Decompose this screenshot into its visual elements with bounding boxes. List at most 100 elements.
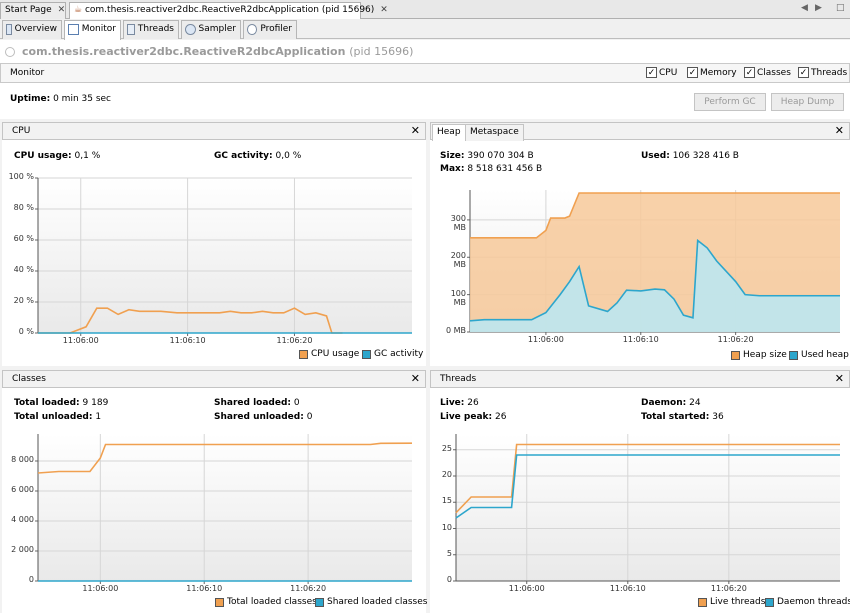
y-tick-label: 0: [28, 575, 34, 584]
monitor-label: Monitor: [10, 68, 45, 78]
daemon-threads-stat: Daemon: 24: [641, 398, 701, 408]
cpu-panel-header: CPU ✕: [2, 122, 426, 140]
legend-label: Daemon threads: [777, 597, 850, 607]
x-tick-label: 11:06:20: [717, 335, 754, 344]
x-tick-label: 11:06:00: [508, 584, 545, 593]
stat-value: 0: [293, 398, 300, 408]
cpu-usage-stat: CPU usage: 0,1 %: [14, 151, 100, 161]
y-tick-label: 8 000: [11, 455, 34, 464]
stat-label: Live peak:: [440, 412, 493, 422]
close-icon[interactable]: ✕: [410, 372, 420, 385]
y-tick-label: 0: [446, 575, 452, 584]
application-pid: (pid 15696): [349, 45, 414, 58]
cpu-checkbox[interactable]: ✓ CPU: [646, 67, 677, 78]
heap-plot-svg: [467, 190, 840, 335]
total-unloaded-stat: Total unloaded: 1: [14, 412, 101, 422]
live-threads-stat: Live: 26: [440, 398, 479, 408]
threads-checkbox[interactable]: ✓ Threads: [798, 67, 847, 78]
stat-label: Daemon:: [641, 398, 687, 408]
stat-value: 24: [689, 398, 701, 408]
close-icon[interactable]: ✕: [410, 124, 420, 137]
doc-tab-start-page[interactable]: Start Page ✕: [0, 2, 66, 19]
series-line-cpu-usage: [38, 307, 343, 334]
x-tick-label: 11:06:10: [622, 335, 659, 344]
series-line-total-loaded-classes: [37, 442, 413, 474]
tab-monitor[interactable]: Monitor: [64, 20, 121, 40]
legend-item: Shared loaded classes: [315, 597, 427, 607]
legend-item: Heap size: [731, 350, 787, 360]
stat-label: Max:: [440, 164, 465, 174]
threads-plot-svg: [453, 434, 840, 584]
threads-panel: Threads ✕ Live: 26 Live peak: 26 Daemon:…: [430, 370, 850, 613]
uptime: Uptime: 0 min 35 sec: [10, 94, 111, 104]
y-tick-label: 100 MB: [450, 288, 466, 307]
scroll-right-icon[interactable]: ▶: [815, 3, 822, 13]
heap-panel: Heap Metaspace ✕ Size: 390 070 304 B Use…: [430, 122, 850, 366]
legend-swatch: [315, 597, 324, 607]
heap-chart: Heap size Used heap: [430, 178, 850, 366]
stat-value: 9 189: [82, 398, 109, 408]
x-tick-label: 11:06:00: [82, 584, 119, 593]
close-icon[interactable]: ✕: [834, 372, 844, 385]
window-list-icon[interactable]: □: [836, 3, 845, 13]
checkmark-icon: ✓: [646, 67, 657, 78]
stat-label: Shared unloaded:: [214, 412, 304, 422]
memory-checkbox[interactable]: ✓ Memory: [687, 67, 737, 78]
y-tick-label: 4 000: [11, 515, 34, 524]
cpu-panel: CPU ✕ CPU usage: 0,1 % GC activity: 0,0 …: [2, 122, 426, 366]
legend-item: CPU usage: [299, 349, 359, 359]
legend-label: Used heap: [801, 350, 849, 360]
plot-background: [38, 434, 412, 581]
tab-profiler[interactable]: Profiler: [243, 20, 297, 39]
scroll-left-icon[interactable]: ◀: [801, 3, 808, 13]
checkbox-label: Memory: [700, 67, 737, 78]
status-circle-icon: [5, 47, 15, 57]
gc-activity-stat: GC activity: 0,0 %: [214, 151, 301, 161]
stat-value: 0,0 %: [275, 151, 302, 161]
stat-label: CPU usage:: [14, 151, 72, 161]
heap-panel-header: Heap Metaspace ✕: [430, 122, 850, 141]
stat-label: Live:: [440, 398, 465, 408]
checkbox-label: CPU: [659, 67, 678, 78]
stat-value: 36: [712, 412, 724, 422]
panel-title: Classes: [12, 374, 46, 384]
legend-label: Total loaded classes: [227, 597, 317, 607]
tab-overview[interactable]: Overview: [2, 20, 62, 39]
shared-unloaded-stat: Shared unloaded: 0: [214, 412, 312, 422]
plot-background: [38, 178, 412, 333]
stat-value: 26: [467, 398, 479, 408]
tab-heap[interactable]: Heap: [432, 124, 466, 141]
legend-label: CPU usage: [311, 349, 360, 359]
tab-sampler[interactable]: Sampler: [181, 20, 241, 39]
doc-tab-application[interactable]: ☕ com.thesis.reactiver2dbc.ReactiveR2dbc…: [69, 2, 388, 20]
close-icon[interactable]: ✕: [380, 5, 388, 15]
legend-item: Live threads: [698, 597, 765, 607]
tab-metaspace[interactable]: Metaspace: [465, 124, 524, 141]
classes-checkbox[interactable]: ✓ Classes: [744, 67, 791, 78]
tab-label: Monitor: [81, 24, 116, 34]
stat-label: Total unloaded:: [14, 412, 93, 422]
series-line-live-threads: [455, 443, 840, 514]
tab-label: Threads: [137, 24, 174, 34]
perform-gc-button[interactable]: Perform GC: [694, 93, 766, 111]
page-title: com.thesis.reactiver2dbc.ReactiveR2dbcAp…: [22, 45, 413, 58]
heap-dump-button[interactable]: Heap Dump: [771, 93, 844, 111]
x-tick-label: 11:06:00: [527, 335, 564, 344]
checkmark-icon: ✓: [798, 67, 809, 78]
x-tick-label: 11:06:10: [609, 584, 646, 593]
legend-label: Heap size: [743, 350, 787, 360]
panel-title: CPU: [12, 126, 31, 136]
checkmark-icon: ✓: [744, 67, 755, 78]
stat-label: Shared loaded:: [214, 398, 292, 408]
panel-title: Threads: [440, 374, 477, 384]
close-icon[interactable]: ✕: [57, 5, 66, 15]
legend-label: Shared loaded classes: [327, 597, 428, 607]
cpu-plot-svg: [35, 177, 412, 336]
legend-swatch: [731, 350, 740, 360]
close-icon[interactable]: ✕: [834, 124, 844, 137]
monitor-icon: [68, 24, 79, 35]
document-tabs-bar: Start Page ✕ ☕ com.thesis.reactiver2dbc.R…: [0, 0, 850, 20]
tab-threads[interactable]: Threads: [123, 20, 179, 39]
y-tick-label: 0 %: [18, 327, 34, 336]
application-name: com.thesis.reactiver2dbc.ReactiveR2dbcAp…: [22, 45, 346, 58]
